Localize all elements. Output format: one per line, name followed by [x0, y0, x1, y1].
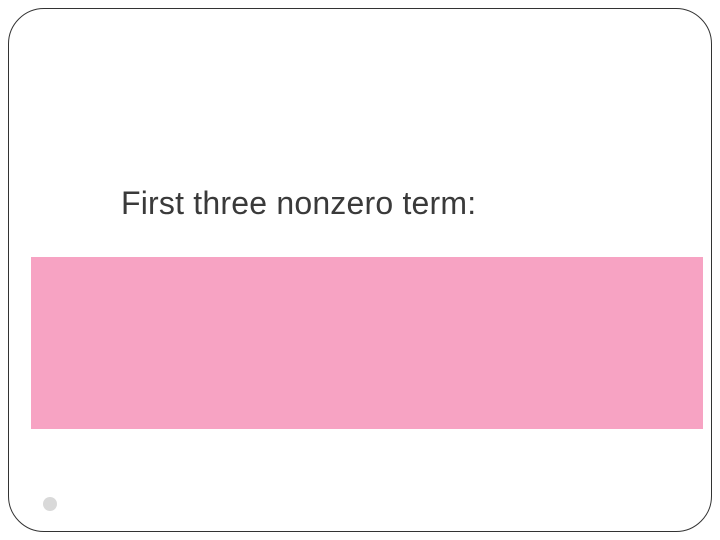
highlight-box: [31, 257, 703, 429]
slide-heading: First three nonzero term:: [121, 185, 476, 222]
slide-frame: First three nonzero term:: [8, 8, 712, 532]
footer-dot-icon: [43, 497, 57, 511]
